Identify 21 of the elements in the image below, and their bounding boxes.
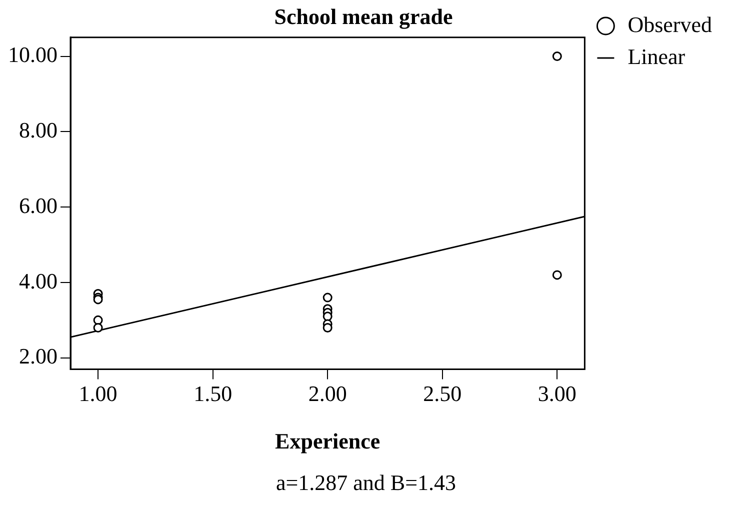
- x-tick-label: 2.00: [308, 381, 347, 406]
- point: [322, 292, 332, 302]
- legend-label: Observed: [628, 12, 712, 37]
- point: [322, 312, 332, 322]
- point: [93, 322, 103, 332]
- y-tick-label: 2.00: [19, 344, 58, 369]
- point: [552, 270, 562, 280]
- x-tick-label: 1.00: [78, 381, 118, 406]
- y-tick-label: 10.00: [8, 42, 58, 68]
- x-tick-label: 2.50: [423, 381, 462, 406]
- point: [322, 322, 332, 332]
- x-tick-label: 1.50: [194, 381, 232, 406]
- point: [552, 52, 562, 62]
- legend-label: Linear: [628, 44, 686, 69]
- text: a=1.287 and B=1.43: [274, 470, 458, 496]
- y-tick-label: 6.00: [19, 192, 58, 218]
- x-axis-title: Experience: [275, 428, 380, 454]
- chart-title: School mean grade: [274, 4, 453, 29]
- y-tick-label: 4.00: [19, 268, 58, 294]
- x-tick-label: 3.00: [538, 381, 576, 406]
- y-tick-label: 8.00: [19, 117, 58, 142]
